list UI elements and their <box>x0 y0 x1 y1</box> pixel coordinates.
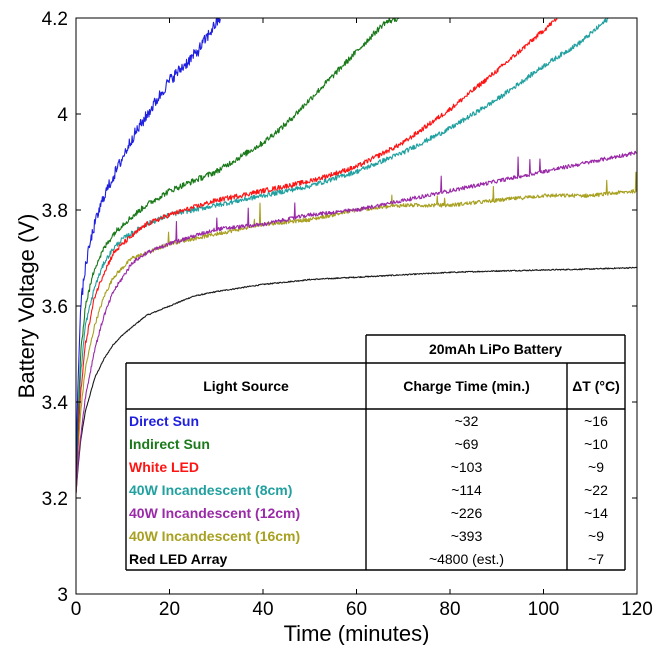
y-tick-label: 3.4 <box>42 393 69 414</box>
table-cell-charge: ~114 <box>451 482 482 498</box>
table-cell-dt: ~9 <box>588 459 604 475</box>
series-line-direct-sun <box>76 18 222 489</box>
table-column-header: ΔT (°C) <box>572 378 620 394</box>
y-axis-title: Battery Voltage (V) <box>14 214 39 399</box>
table-cell-source: 40W Incandescent (12cm) <box>129 505 300 521</box>
table-column-header: Light Source <box>203 378 289 394</box>
y-tick-label: 3.2 <box>42 489 68 510</box>
table-cell-charge: ~4800 (est.) <box>429 551 504 567</box>
table-column-header: Charge Time (min.) <box>403 378 530 394</box>
table-cell-source: Direct Sun <box>129 413 199 429</box>
table-cell-source: White LED <box>129 459 199 475</box>
x-tick-label: 100 <box>528 599 560 620</box>
table-cell-charge: ~393 <box>451 528 483 544</box>
y-tick-label: 3 <box>57 585 68 606</box>
y-tick-label: 3.8 <box>42 201 68 222</box>
y-tick-label: 4.2 <box>42 9 68 30</box>
table-cell-charge: ~69 <box>455 436 479 452</box>
x-tick-label: 60 <box>346 599 367 620</box>
table-cell-dt: ~14 <box>584 505 608 521</box>
x-tick-label: 40 <box>252 599 273 620</box>
x-tick-label: 20 <box>159 599 180 620</box>
ticks-layer: 0 20 40 60 80 100 120 3 3.2 3.4 3.6 3.8 4 4.2 <box>42 9 653 620</box>
y-tick-label: 3.6 <box>42 297 68 318</box>
table-background-group <box>366 335 625 363</box>
table-cell-charge: ~226 <box>451 505 483 521</box>
table-cell-dt: ~7 <box>588 551 604 567</box>
series-layer <box>76 18 637 494</box>
x-axis-title: Time (minutes) <box>284 621 430 645</box>
table-background-body <box>126 363 625 570</box>
table-cell-dt: ~16 <box>584 413 608 429</box>
table-cell-source: Indirect Sun <box>129 436 210 452</box>
table-cell-charge: ~32 <box>455 413 479 429</box>
table-cell-source: Red LED Array <box>129 551 228 567</box>
series-line-indirect-sun <box>76 18 400 489</box>
y-tick-label: 4 <box>57 105 68 126</box>
x-tick-label: 0 <box>71 599 82 620</box>
table-cell-dt: ~9 <box>588 528 604 544</box>
series-line-white-led <box>76 18 558 494</box>
series-line-40w-incandescent-12cm <box>76 150 637 494</box>
x-tick-label: 120 <box>621 599 653 620</box>
table-cell-dt: ~10 <box>584 436 608 452</box>
series-line-red-led-array <box>76 266 637 494</box>
x-tick-label: 80 <box>439 599 460 620</box>
table-cell-dt: ~22 <box>584 482 608 498</box>
table-cell-source: 40W Incandescent (16cm) <box>129 528 300 544</box>
table-cell-charge: ~103 <box>451 459 483 475</box>
summary-table: 20mAh LiPo Battery Light Source Charge Tim… <box>125 334 626 571</box>
table-cell-source: 40W Incandescent (8cm) <box>129 482 292 498</box>
table-group-header: 20mAh LiPo Battery <box>429 341 562 357</box>
